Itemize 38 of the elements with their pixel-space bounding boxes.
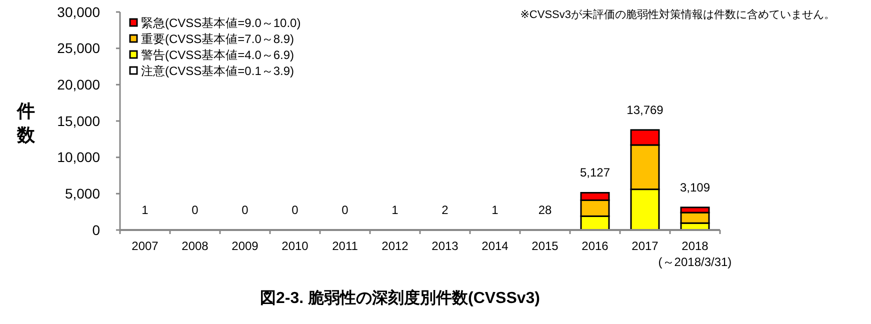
total-label: 2 [442,202,449,217]
x-tick-label: 2015 [532,239,559,253]
x-tick-label: 2014 [482,239,509,253]
total-label: 0 [342,203,349,217]
text: 図2-3. 脆弱性の深刻度別件数(CVSSv3) [260,288,540,307]
total-label: 28 [538,202,552,217]
legend-label: 注意(CVSS基本値=0.1～3.9) [141,64,294,78]
total-label: 0 [292,203,299,217]
y-tick-label: 5,000 [64,186,100,202]
y-tick-label: 30,000 [57,4,100,20]
x-tick-label: 2008 [182,239,209,253]
y-tick-label: 25,000 [57,40,100,56]
total-label: 5,127 [580,166,610,180]
legend-label: 緊急(CVSS基本値=9.0～10.0) [141,16,301,30]
x-tick-label: 2009 [232,239,259,253]
legend-label: 警告(CVSS基本値=4.0～6.9) [141,48,294,62]
total-label: 1 [492,202,499,217]
x-tick-label: 2007 [132,239,159,253]
x-tick-label: 2018 (～2018/3/31) [658,239,732,269]
y-tick-label: 15,000 [57,112,100,129]
total-label: 13,769 [626,102,664,117]
x-tick-label: 2017 [632,239,659,253]
y-tick-label: 10,000 [57,149,100,166]
x-tick-label: 2011 [332,239,358,253]
y-axis-title: 件数 [16,101,36,145]
x-tick-label: 2013 [432,239,459,253]
y-tick-label: 20,000 [57,76,100,93]
annotation: ※CVSSv3が未評価の脆弱性対策情報は件数に含めていません。 [520,8,835,21]
total-label: 1 [142,202,149,217]
legend-label: 重要(CVSS基本値=7.0～8.9) [141,32,294,46]
x-tick-label: 2012 [382,239,409,253]
y-tick-label: 0 [92,222,100,238]
total-label: 0 [192,203,199,217]
x-tick-label: 2016 [582,239,609,253]
x-tick-label: 2010 [282,239,309,253]
total-label: 3,109 [680,180,710,194]
total-label: 1 [392,202,399,217]
total-label: 0 [242,203,249,217]
